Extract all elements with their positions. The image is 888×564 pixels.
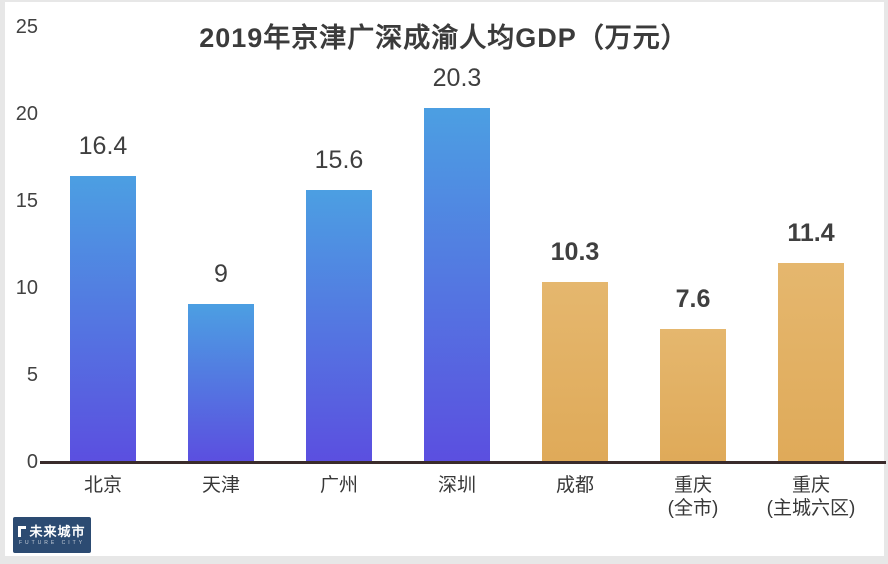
x-axis-label-shenzhen: 深圳 bbox=[382, 474, 532, 497]
x-axis-label-line: 成都 bbox=[555, 475, 594, 496]
future-city-logo-icon bbox=[18, 525, 27, 537]
x-axis-label-line: 天津 bbox=[201, 475, 240, 496]
x-axis-label-line: 北京 bbox=[83, 475, 122, 496]
bar-beijing bbox=[70, 176, 136, 461]
bar-guangzhou bbox=[306, 190, 372, 461]
x-axis-label-line: (全市) bbox=[667, 498, 719, 519]
x-axis-label-beijing: 北京 bbox=[28, 474, 178, 497]
x-axis-label-line: 重庆 bbox=[791, 475, 830, 496]
x-axis-label-chengdu: 成都 bbox=[500, 474, 650, 497]
bar-shenzhen bbox=[424, 108, 490, 461]
bar-value-chongqing-six-districts: 11.4 bbox=[787, 219, 835, 247]
x-axis-label-chongqing-six-districts: 重庆 (主城六区) bbox=[736, 474, 886, 520]
bar-chongqing-six-districts bbox=[778, 263, 844, 461]
x-axis-label-line: 广州 bbox=[319, 475, 358, 496]
bar-value-tianjin: 9 bbox=[214, 260, 228, 288]
watermark-logo: 未来城市 FUTURE CITY bbox=[13, 517, 91, 553]
x-axis-label-line: (主城六区) bbox=[766, 498, 856, 519]
watermark-name: 未来城市 bbox=[29, 523, 86, 539]
x-axis-label-line: 深圳 bbox=[437, 475, 476, 496]
y-tick-label-15: 15 bbox=[15, 190, 38, 212]
bar-value-chongqing-city: 7.6 bbox=[675, 285, 711, 313]
x-axis-line bbox=[40, 461, 886, 464]
bar-value-shenzhen: 20.3 bbox=[432, 64, 482, 92]
y-tick-label-20: 20 bbox=[15, 103, 38, 125]
y-tick-label-10: 10 bbox=[15, 277, 38, 299]
chart-title: 2019年京津广深成渝人均GDP（万元） bbox=[199, 23, 689, 53]
x-axis-label-tianjin: 天津 bbox=[146, 474, 296, 497]
y-tick-label-25: 25 bbox=[15, 16, 38, 38]
x-axis-label-guangzhou: 广州 bbox=[264, 474, 414, 497]
y-tick-label-0: 0 bbox=[26, 451, 38, 473]
bar-value-guangzhou: 15.6 bbox=[314, 146, 364, 174]
watermark-row: 未来城市 bbox=[18, 524, 85, 539]
x-axis-label-line: 重庆 bbox=[673, 475, 712, 496]
bar-value-beijing: 16.4 bbox=[78, 132, 128, 160]
bar-value-chengdu: 10.3 bbox=[550, 238, 600, 266]
y-tick-label-5: 5 bbox=[26, 364, 38, 386]
x-axis-label-chongqing-city: 重庆 (全市) bbox=[618, 474, 768, 520]
bar-chengdu bbox=[542, 282, 608, 461]
watermark-subtext: FUTURE CITY bbox=[18, 539, 86, 546]
bar-tianjin bbox=[188, 304, 254, 461]
bar-chongqing-city bbox=[660, 329, 726, 461]
